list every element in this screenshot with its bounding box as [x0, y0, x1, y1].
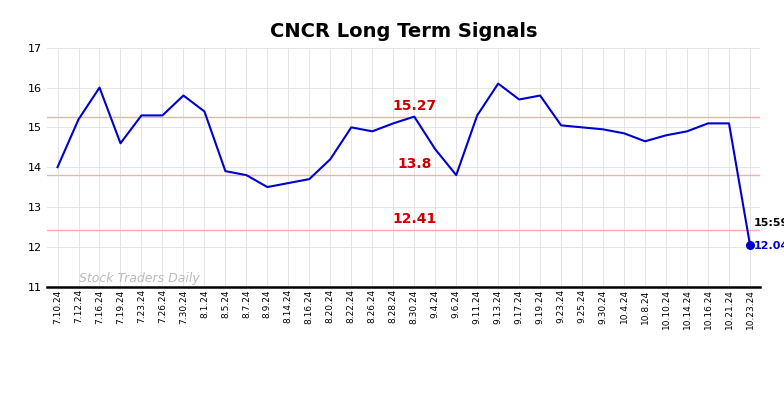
Text: 12.049: 12.049 [754, 241, 784, 251]
Point [744, 242, 757, 248]
Text: 15.27: 15.27 [392, 99, 437, 113]
Text: 15:59: 15:59 [754, 218, 784, 228]
Text: 12.41: 12.41 [392, 213, 437, 226]
Text: Stock Traders Daily: Stock Traders Daily [78, 271, 199, 285]
Text: 13.8: 13.8 [397, 157, 431, 171]
Title: CNCR Long Term Signals: CNCR Long Term Signals [270, 21, 538, 41]
